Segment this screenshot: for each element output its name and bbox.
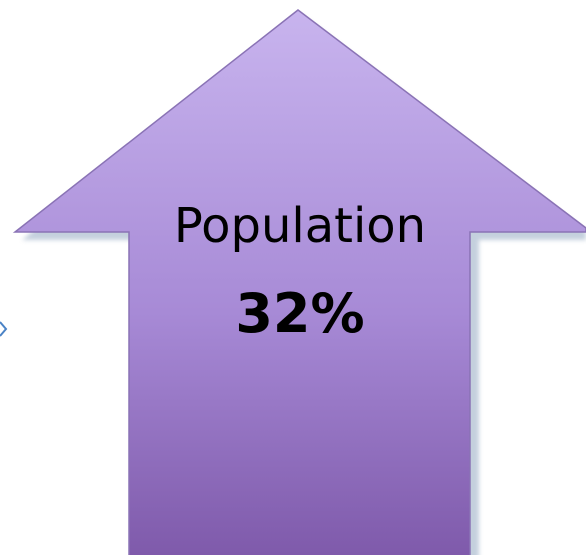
arrow-value: 32% <box>235 282 365 345</box>
arrow-title: Population <box>173 198 427 254</box>
arrow-tip-fragment-icon <box>0 321 8 337</box>
arrow-body <box>12 9 586 555</box>
